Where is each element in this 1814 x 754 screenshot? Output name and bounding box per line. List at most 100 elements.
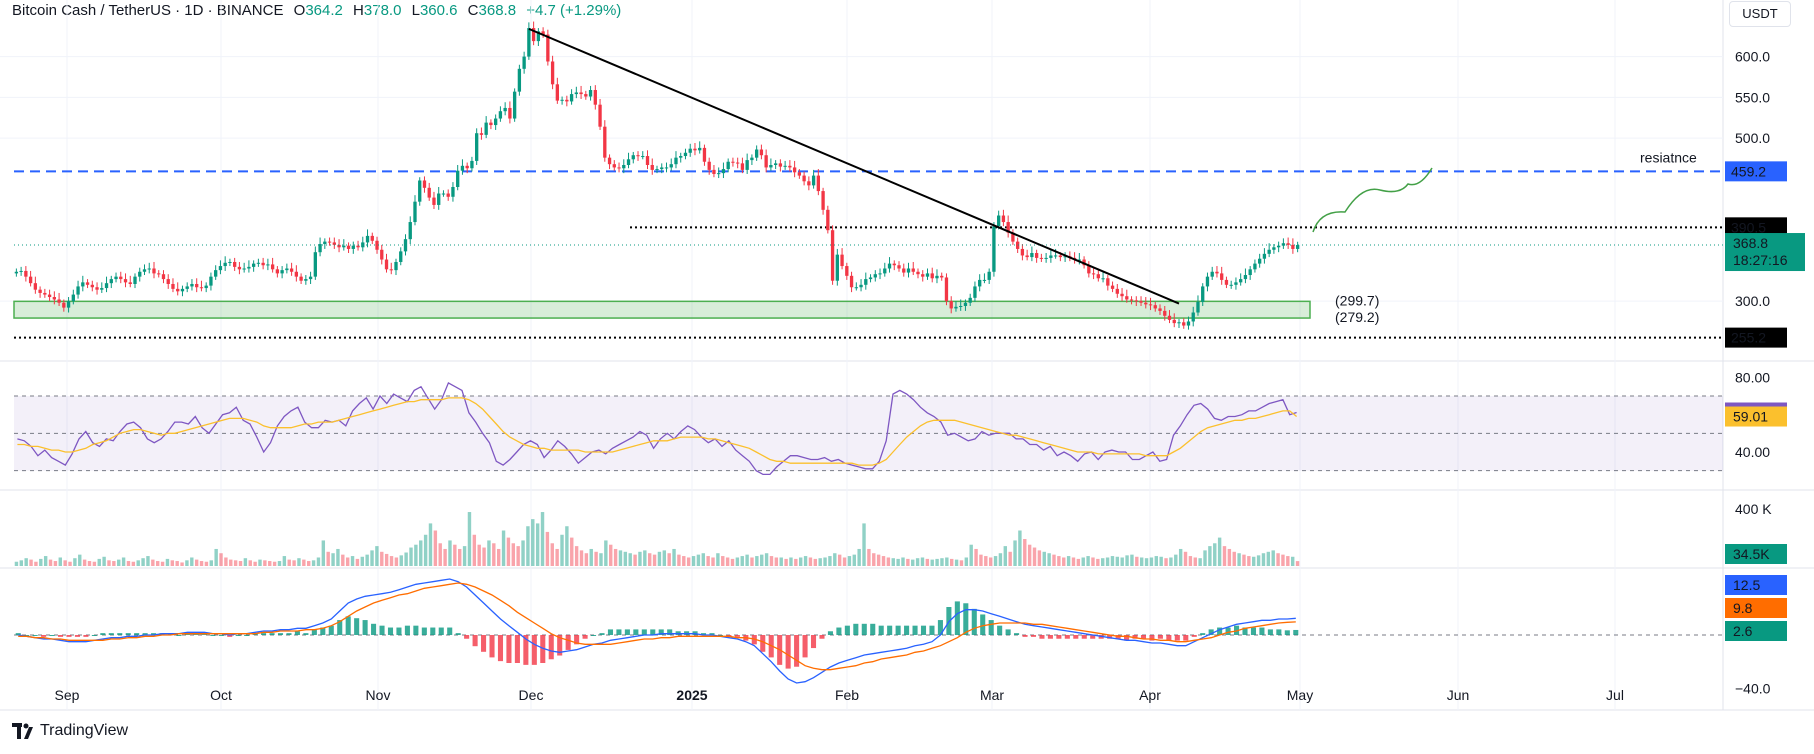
candle-body (1177, 322, 1181, 324)
volume-bar (160, 561, 165, 566)
volume-bar (419, 540, 423, 566)
price-tick-label: 300.0 (1735, 293, 1770, 309)
volume-bar (501, 530, 506, 566)
candle-body (142, 269, 147, 272)
volume-bar (618, 550, 623, 566)
candle-body (569, 94, 574, 102)
candle-body (413, 201, 417, 223)
candle-body (1034, 253, 1039, 258)
rsi-tick-label: 80.00 (1735, 369, 1770, 385)
tradingview-logo[interactable]: TradingView (12, 722, 128, 740)
volume-bar (121, 557, 126, 566)
candle-body (1191, 312, 1195, 322)
volume-bar (253, 561, 257, 566)
candle-body (892, 263, 896, 266)
macd-histogram-bar (235, 635, 241, 636)
macd-histogram-bar (1030, 635, 1037, 637)
macd-histogram-bar (1225, 627, 1231, 635)
macd-histogram-bar (878, 625, 884, 635)
macd-histogram-bar (108, 633, 114, 635)
volume-bar (63, 560, 67, 566)
candle-body (560, 99, 564, 101)
volume-bar (774, 557, 779, 566)
candle-body (959, 305, 963, 307)
volume-bar (862, 523, 866, 566)
volume-bar (380, 551, 384, 566)
candle-body (745, 160, 749, 170)
macd-histogram-bar (980, 614, 986, 635)
macd-histogram-bar (210, 635, 216, 636)
volume-bar (409, 547, 413, 566)
candle-body (579, 92, 583, 95)
candle-body (270, 264, 275, 270)
macd-histogram-bar (142, 633, 148, 635)
macd-histogram-bar (887, 625, 893, 635)
candle-body (778, 163, 783, 167)
candle-body (403, 239, 408, 252)
volume-bar (68, 561, 72, 566)
macd-histogram-bar (1081, 635, 1087, 639)
candle-body (394, 261, 398, 271)
candle-body (754, 149, 759, 158)
volume-bar (628, 553, 632, 566)
volume-bar (584, 553, 589, 566)
candle-body (550, 61, 555, 85)
candle-body (133, 276, 137, 284)
rsi-value-label: 59.01 (1733, 409, 1768, 425)
macd-histogram-bar (24, 635, 30, 636)
volume-bar (1071, 557, 1076, 566)
macd-histogram-bar (582, 635, 588, 639)
time-tick-label: Nov (366, 687, 391, 703)
volume-bar (906, 558, 910, 566)
macd-histogram-bar (929, 625, 935, 635)
volume-bar (39, 558, 43, 566)
macd-histogram-bar (455, 633, 461, 635)
volume-bar (1052, 554, 1056, 566)
macd-histogram-bar (371, 623, 377, 635)
candle-body (171, 283, 175, 289)
candle-body (266, 264, 270, 266)
candle-body (24, 270, 28, 277)
candle-body (688, 148, 692, 153)
candle-body (940, 275, 944, 278)
candle-body (1015, 241, 1020, 249)
candle-body (565, 99, 569, 102)
volume-bar (375, 546, 379, 566)
candle-body (380, 249, 384, 260)
macd-histogram-bar (1250, 627, 1257, 635)
volume-bar (1091, 557, 1095, 566)
volume-bar (448, 540, 452, 566)
candle-body (318, 244, 322, 253)
candle-body (1243, 275, 1248, 280)
volume-bar (998, 553, 1003, 566)
candle-body (1276, 245, 1281, 248)
volume-bar (920, 557, 925, 566)
macd-histogram-bar (49, 635, 55, 636)
macd-histogram-bar (286, 633, 292, 635)
price-tick-label: 600.0 (1735, 49, 1770, 65)
volume-bar (1188, 556, 1193, 566)
volume-bar (935, 558, 939, 566)
volume-bar (1222, 546, 1227, 566)
countdown-label: 18:27:16 (1733, 252, 1788, 268)
candle-body (332, 242, 336, 245)
volume-bar (1213, 543, 1217, 566)
volume-bar (199, 561, 204, 566)
volume-bar (755, 556, 759, 566)
candle-body (399, 251, 403, 262)
candle-body (864, 279, 868, 285)
candle-body (769, 164, 773, 168)
macd-histogram-bar (641, 629, 647, 635)
symbol-title: Bitcoin Cash / TetherUS · 1D · BINANCE (12, 2, 284, 19)
candle-body (299, 276, 303, 281)
volume-bar (370, 550, 374, 566)
candle-body (963, 302, 968, 306)
volume-bar (959, 560, 964, 566)
volume-bar (238, 561, 243, 566)
candle-body (327, 241, 332, 243)
currency-selector[interactable]: USDT (1729, 1, 1791, 27)
candle-body (868, 277, 873, 280)
volume-bar (277, 561, 282, 566)
candle-body (1262, 253, 1267, 259)
